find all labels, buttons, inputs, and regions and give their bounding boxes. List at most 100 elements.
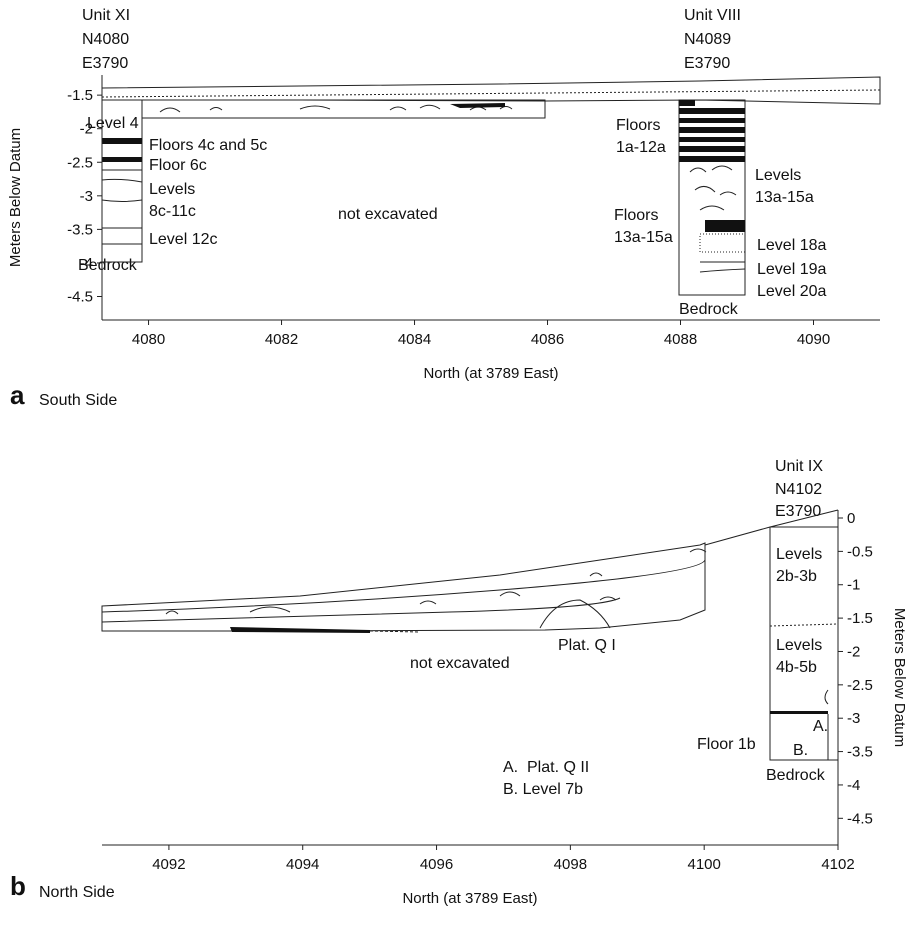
x-tick-label: 4080 — [132, 331, 165, 348]
panel-a-labels: Unit XI N4080 E3790 Unit VIII N4089 E379… — [10, 7, 826, 410]
level-lines — [699, 261, 746, 273]
x-tick-label: 4086 — [531, 331, 564, 348]
unit-label: E3790 — [82, 55, 128, 72]
y-tick-label: -4 — [847, 777, 860, 794]
unit-label: E3790 — [684, 55, 730, 72]
y-tick-label: -2 — [847, 643, 860, 660]
stratum-label: B. — [793, 742, 808, 759]
unit-label: Unit XI — [82, 7, 130, 24]
stratum-label: Plat. Q I — [558, 637, 616, 654]
stratum-label: Level 19a — [757, 261, 826, 278]
dashed-line — [101, 89, 881, 98]
x-tick-label: 4082 — [265, 331, 298, 348]
x-tick-label: 4084 — [398, 331, 431, 348]
y-tick-label: 0 — [847, 510, 855, 527]
x-axis-label: North (at 3789 East) — [423, 365, 558, 382]
y-tick-label: -2.5 — [67, 154, 93, 171]
panel-caption: South Side — [39, 392, 117, 409]
gravel-level — [699, 233, 746, 253]
stratum-label: Floor 1b — [697, 736, 756, 753]
floor-lens — [450, 103, 505, 108]
x-tick-label: 4090 — [797, 331, 830, 348]
legend-note: A. Plat. Q II — [503, 759, 589, 776]
region-label: not excavated — [338, 206, 438, 223]
stones — [689, 165, 737, 211]
unit-label: E3790 — [775, 503, 821, 520]
level-lines — [824, 689, 829, 760]
y-tick-label: -1.5 — [847, 610, 873, 627]
x-tick-label: 4092 — [152, 856, 185, 873]
stratum-label: Level 4 — [87, 115, 139, 132]
stratum-label: Bedrock — [766, 767, 826, 784]
y-axis-label: Meters Below Datum — [7, 128, 24, 267]
legend-note: B. Level 7b — [503, 781, 583, 798]
panel-letter: b — [10, 871, 26, 901]
stratum-label: Level 12c — [149, 231, 218, 248]
trench-unit-viii — [678, 99, 746, 296]
y-tick-label: -3 — [847, 710, 860, 727]
x-axis-label: North (at 3789 East) — [402, 890, 537, 907]
stratum-label: Floors 4c and 5c — [149, 137, 267, 154]
stratum-label: Floors — [616, 117, 660, 134]
y-tick-label: -4.5 — [847, 810, 873, 827]
dashed-line — [769, 623, 839, 627]
y-axis-label: Meters Below Datum — [891, 608, 907, 747]
floor-bands — [679, 100, 745, 232]
stratum-label: 8c-11c — [149, 203, 196, 220]
layer-lines — [101, 559, 706, 629]
stones — [159, 104, 513, 113]
stratum-label: 1a-12a — [616, 139, 666, 156]
stratum-label: 2b-3b — [776, 568, 817, 585]
level-lines — [101, 169, 143, 245]
x-tick-label: 4096 — [420, 856, 453, 873]
y-tick-label: -3.5 — [67, 221, 93, 238]
x-tick-label: 4098 — [554, 856, 587, 873]
stratum-label: Levels — [755, 167, 801, 184]
unit-label: N4080 — [82, 31, 129, 48]
panel-caption: North Side — [39, 884, 115, 901]
stratum-label: 4b-5b — [776, 659, 817, 676]
y-tick-label: -1.5 — [67, 87, 93, 104]
x-tick-label: 4102 — [821, 856, 854, 873]
stratum-label: Levels — [776, 546, 822, 563]
surface-band — [101, 542, 706, 632]
stratum-label: A. — [813, 718, 828, 735]
y-tick-label: -4 — [80, 255, 93, 272]
stratum-label: 13a-15a — [755, 189, 814, 206]
floor-band — [102, 138, 142, 144]
y-tick-label: -1 — [847, 577, 860, 594]
floor-band — [770, 711, 828, 714]
unit-label: N4089 — [684, 31, 731, 48]
y-tick-label: -2 — [80, 121, 93, 138]
dashed-line — [369, 630, 421, 633]
y-tick-label: -3.5 — [847, 744, 873, 761]
stratum-label: Bedrock — [679, 301, 739, 318]
stratum-label: Floor 6c — [149, 157, 207, 174]
panel-letter: a — [10, 380, 25, 410]
x-tick-label: 4088 — [664, 331, 697, 348]
stratum-label: Level 20a — [757, 283, 826, 300]
y-tick-label: -2.5 — [847, 677, 873, 694]
floor-lens — [230, 627, 370, 633]
stratum-label: Bedrock — [78, 257, 138, 274]
stratum-label: 13a-15a — [614, 229, 673, 246]
y-tick-label: -3 — [80, 188, 93, 205]
region-label: not excavated — [410, 655, 510, 672]
x-tick-label: 4094 — [286, 856, 319, 873]
floor-band — [102, 157, 142, 162]
y-tick-label: -4.5 — [67, 289, 93, 306]
unit-label: Unit IX — [775, 458, 823, 475]
stones — [165, 548, 707, 615]
profile-b — [101, 509, 839, 761]
stratum-label: Levels — [776, 637, 822, 654]
x-tick-label: 4100 — [687, 856, 720, 873]
profile-a — [101, 76, 881, 296]
y-tick-label: -0.5 — [847, 543, 873, 560]
panel-b-labels: Unit IX N4102 E3790 Plat. Q I not excava… — [10, 458, 828, 901]
axes: 4080 4082 4084 4086 4088 4090 -1.5 -2 -2.5 -3 -3.5… — [7, 75, 907, 907]
stratum-label: Levels — [149, 181, 195, 198]
unit-label: N4102 — [775, 481, 822, 498]
unit-label: Unit VIII — [684, 7, 741, 24]
stratum-label: Level 18a — [757, 237, 826, 254]
